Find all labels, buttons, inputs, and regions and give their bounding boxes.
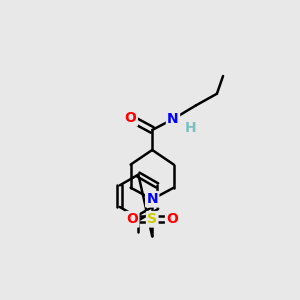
Text: N: N	[167, 112, 179, 126]
Text: N: N	[146, 192, 158, 206]
Text: S: S	[147, 212, 157, 226]
Text: O: O	[126, 212, 138, 226]
Text: O: O	[125, 111, 136, 125]
Text: H: H	[185, 122, 197, 135]
Text: O: O	[166, 212, 178, 226]
